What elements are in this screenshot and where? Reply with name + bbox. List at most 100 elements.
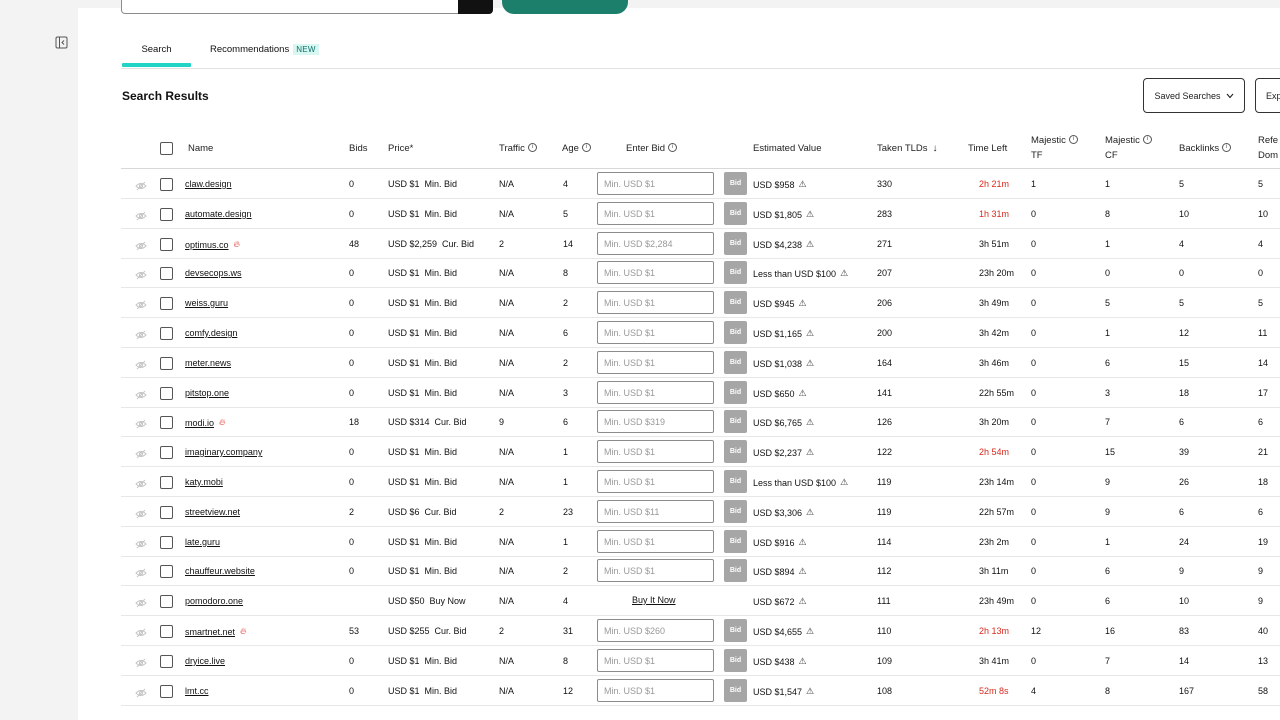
hide-eye-icon[interactable]: [135, 416, 147, 429]
domain-name-link[interactable]: imaginary.company: [185, 447, 263, 457]
bid-amount-input[interactable]: [597, 202, 714, 225]
bid-button[interactable]: Bid: [724, 440, 747, 463]
column-header-age[interactable]: Age i: [562, 141, 591, 156]
row-checkbox[interactable]: [160, 208, 173, 221]
row-checkbox[interactable]: [160, 178, 173, 191]
hide-eye-icon[interactable]: [135, 208, 147, 221]
bid-amount-input[interactable]: [597, 619, 714, 642]
warning-triangle-icon[interactable]: ⚠︎: [798, 537, 807, 547]
row-checkbox[interactable]: [160, 506, 173, 519]
warning-triangle-icon[interactable]: ⚠︎: [798, 566, 807, 576]
row-checkbox[interactable]: [160, 685, 173, 698]
bid-button[interactable]: Bid: [724, 232, 747, 255]
domain-name-link[interactable]: katy.mobi: [185, 477, 223, 487]
bid-amount-input[interactable]: [597, 559, 714, 582]
bid-button[interactable]: Bid: [724, 679, 747, 702]
bid-button[interactable]: Bid: [724, 619, 747, 642]
primary-action-button[interactable]: [502, 0, 628, 14]
hide-eye-icon[interactable]: [135, 327, 147, 340]
saved-searches-button[interactable]: Saved Searches: [1143, 78, 1245, 113]
info-icon[interactable]: i: [527, 143, 537, 152]
sort-down-arrow-icon[interactable]: ↓: [932, 143, 938, 154]
hide-eye-icon[interactable]: [135, 446, 147, 459]
info-icon[interactable]: i: [581, 143, 591, 152]
hide-eye-icon[interactable]: [135, 357, 147, 370]
info-icon[interactable]: i: [1142, 135, 1152, 144]
bid-button[interactable]: Bid: [724, 530, 747, 553]
row-checkbox[interactable]: [160, 387, 173, 400]
warning-triangle-icon[interactable]: ⚠︎: [798, 388, 807, 398]
warning-triangle-icon[interactable]: ⚠︎: [806, 626, 815, 636]
domain-name-link[interactable]: claw.design: [185, 179, 232, 189]
column-header-bids[interactable]: Bids: [349, 143, 368, 154]
bid-amount-input[interactable]: [597, 500, 714, 523]
hide-eye-icon[interactable]: [135, 297, 147, 310]
bid-button[interactable]: Bid: [724, 261, 747, 284]
bid-amount-input[interactable]: [597, 381, 714, 404]
hide-eye-icon[interactable]: [135, 655, 147, 668]
bid-button[interactable]: Bid: [724, 649, 747, 672]
row-checkbox[interactable]: [160, 446, 173, 459]
buy-it-now-link[interactable]: Buy It Now: [632, 595, 676, 605]
domain-name-link[interactable]: late.guru: [185, 537, 221, 547]
search-input[interactable]: [121, 0, 461, 14]
domain-name-link[interactable]: pitstop.one: [185, 388, 230, 398]
column-header-referring-domains[interactable]: Refe Dom: [1258, 135, 1279, 161]
bid-button[interactable]: Bid: [724, 351, 747, 374]
warning-triangle-icon[interactable]: ⚠︎: [798, 596, 807, 606]
hide-eye-icon[interactable]: [135, 625, 147, 638]
domain-name-link[interactable]: comfy.design: [185, 328, 238, 338]
hide-eye-icon[interactable]: [135, 536, 147, 549]
bid-button[interactable]: Bid: [724, 470, 747, 493]
hide-eye-icon[interactable]: [135, 387, 147, 400]
hide-eye-icon[interactable]: [135, 178, 147, 191]
row-checkbox[interactable]: [160, 536, 173, 549]
warning-triangle-icon[interactable]: ⚠︎: [806, 239, 815, 249]
bid-amount-input[interactable]: [597, 679, 714, 702]
select-all-checkbox[interactable]: [160, 142, 173, 155]
row-checkbox[interactable]: [160, 625, 173, 638]
info-icon[interactable]: i: [668, 143, 678, 152]
bid-button[interactable]: Bid: [724, 381, 747, 404]
bid-button[interactable]: Bid: [724, 202, 747, 225]
domain-name-link[interactable]: chauffeur.website: [185, 566, 255, 576]
bid-button[interactable]: Bid: [724, 321, 747, 344]
hide-eye-icon[interactable]: [135, 238, 147, 251]
column-header-majestic-tf[interactable]: Majestic i TF: [1031, 133, 1078, 163]
export-button[interactable]: Exp: [1255, 78, 1280, 113]
domain-name-link[interactable]: devsecops.ws: [185, 268, 242, 278]
bid-amount-input[interactable]: [597, 232, 714, 255]
row-checkbox[interactable]: [160, 476, 173, 489]
warning-triangle-icon[interactable]: ⚠︎: [798, 298, 807, 308]
bid-button[interactable]: Bid: [724, 291, 747, 314]
bid-amount-input[interactable]: [597, 410, 714, 433]
domain-name-link[interactable]: streetview.net: [185, 507, 241, 517]
bid-amount-input[interactable]: [597, 351, 714, 374]
warning-triangle-icon[interactable]: ⚠︎: [806, 507, 815, 517]
domain-name-link[interactable]: weiss.guru: [185, 298, 229, 308]
hide-eye-icon[interactable]: [135, 565, 147, 578]
bid-amount-input[interactable]: [597, 321, 714, 344]
row-checkbox[interactable]: [160, 565, 173, 578]
column-header-traffic[interactable]: Traffic i: [499, 141, 537, 156]
row-checkbox[interactable]: [160, 238, 173, 251]
hide-eye-icon[interactable]: [135, 685, 147, 698]
warning-triangle-icon[interactable]: ⚠︎: [798, 656, 807, 666]
bid-button[interactable]: Bid: [724, 410, 747, 433]
warning-triangle-icon[interactable]: ⚠︎: [798, 179, 807, 189]
column-header-backlinks[interactable]: Backlinks i: [1179, 141, 1232, 156]
search-button[interactable]: [458, 0, 493, 14]
warning-triangle-icon[interactable]: ⚠︎: [806, 417, 815, 427]
warning-triangle-icon[interactable]: ⚠︎: [806, 209, 815, 219]
row-checkbox[interactable]: [160, 416, 173, 429]
tab-recommendations[interactable]: Recommendations NEW: [210, 44, 319, 55]
row-checkbox[interactable]: [160, 357, 173, 370]
hide-eye-icon[interactable]: [135, 267, 147, 280]
domain-name-link[interactable]: lmt.cc: [185, 686, 209, 696]
warning-triangle-icon[interactable]: ⚠︎: [806, 328, 815, 338]
domain-name-link[interactable]: dryice.live: [185, 656, 226, 666]
bid-button[interactable]: Bid: [724, 500, 747, 523]
warning-triangle-icon[interactable]: ⚠︎: [806, 447, 815, 457]
bid-amount-input[interactable]: [597, 649, 714, 672]
warning-triangle-icon[interactable]: ⚠︎: [840, 477, 849, 487]
